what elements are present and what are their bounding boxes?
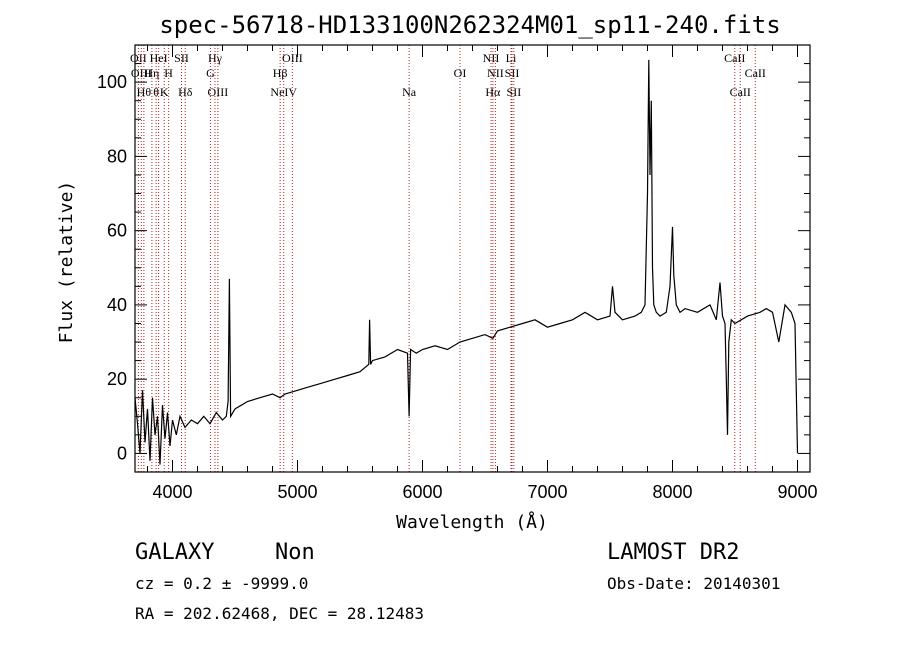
x-tick-label: 4000	[152, 482, 192, 502]
y-tick-label: 80	[107, 146, 127, 166]
spectrum-series	[134, 59, 799, 465]
line-marker-label: SII	[505, 66, 520, 80]
line-marker-label: Hα	[485, 85, 501, 99]
y-tick-label: 100	[97, 72, 127, 92]
emission-line-markers: OIIOIIIHθHηθHeIKHSIIHδGHγOIIIHβNeIVOIIIN…	[130, 45, 766, 472]
y-tick-label: 20	[107, 369, 127, 389]
y-tick-label: 40	[107, 295, 127, 315]
line-marker-label: SII	[507, 85, 522, 99]
line-marker-label: Hθ	[137, 85, 152, 99]
line-marker-label: OII	[130, 51, 147, 65]
object-subclass: Non	[275, 540, 315, 565]
line-marker-label: NeIV	[270, 85, 297, 99]
line-marker-label: OIII	[208, 85, 229, 99]
line-marker-label: G	[206, 66, 215, 80]
x-tick-label: 9000	[777, 482, 817, 502]
object-class: GALAXY	[135, 540, 214, 565]
line-marker-label: Hγ	[208, 51, 223, 65]
line-marker-label: OIII	[282, 51, 303, 65]
line-marker-label: K	[160, 85, 169, 99]
plot-axes: 4000 5000 6000 7000 8000 9000 0 20 40 60 80 100	[97, 44, 818, 502]
y-tick-label: 60	[107, 221, 127, 241]
line-marker-label: Hβ	[273, 66, 288, 80]
line-marker-label: CaII	[730, 85, 751, 99]
x-axis-label: Wavelength (Å)	[396, 511, 548, 533]
line-marker-label: HeI	[150, 51, 168, 65]
x-tick-label: 7000	[527, 482, 567, 502]
line-marker-label: Hδ	[178, 85, 193, 99]
line-marker-label: H	[164, 66, 173, 80]
redshift-text: cz = 0.2 ± -9999.0	[135, 574, 308, 593]
line-marker-label: Na	[402, 85, 417, 99]
line-marker-label: CaII	[745, 66, 766, 80]
spectrum-line	[134, 59, 799, 465]
y-axis-label: Flux (relative)	[56, 181, 77, 344]
line-marker-label: NII	[483, 51, 500, 65]
line-marker-label: SII	[174, 51, 189, 65]
obs-date-text: Obs-Date: 20140301	[607, 574, 780, 593]
y-tick-label: 0	[117, 443, 127, 463]
x-tick-label: 8000	[652, 482, 692, 502]
coordinates-text: RA = 202.62468, DEC = 28.12483	[135, 604, 424, 623]
line-marker-label: NII	[487, 66, 504, 80]
x-tick-label: 6000	[402, 482, 442, 502]
line-marker-label: CaII	[724, 51, 745, 65]
line-marker-label: Li	[506, 51, 517, 65]
line-marker-label: OIII	[131, 66, 152, 80]
x-tick-label: 5000	[277, 482, 317, 502]
line-marker-label: OI	[454, 66, 467, 80]
survey-name: LAMOST DR2	[607, 540, 739, 565]
line-marker-label: Hη	[144, 66, 159, 80]
chart-title: spec-56718-HD133100N262324M01_sp11-240.f…	[159, 11, 780, 39]
line-marker-label: θ	[153, 85, 159, 99]
